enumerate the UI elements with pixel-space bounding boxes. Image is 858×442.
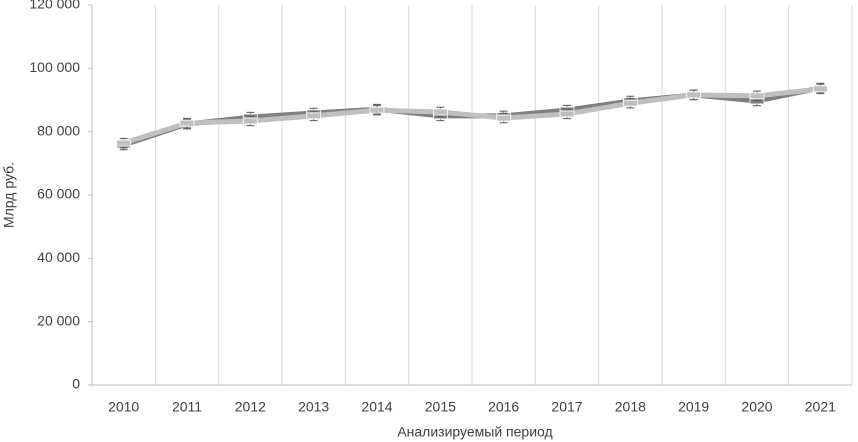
y-tick-label: 40 000: [37, 249, 80, 265]
y-tick-label: 20 000: [37, 312, 80, 328]
y-tick-label: 80 000: [37, 122, 80, 138]
point-marker: [559, 110, 575, 118]
point-marker: [812, 85, 828, 93]
point-marker: [116, 139, 132, 147]
point-marker: [179, 119, 195, 127]
point-marker: [242, 117, 258, 125]
x-axis-label: Анализируемый период: [397, 424, 552, 440]
y-tick-label: 100 000: [29, 59, 80, 75]
x-tick-label: 2018: [615, 399, 646, 415]
x-tick-label: 2014: [361, 399, 392, 415]
x-tick-label: 2010: [108, 399, 139, 415]
point-marker: [306, 112, 322, 120]
point-marker: [369, 106, 385, 114]
y-tick-label: 60 000: [37, 186, 80, 202]
x-tick-label: 2017: [551, 399, 582, 415]
x-tick-label: 2013: [298, 399, 329, 415]
x-tick-label: 2012: [235, 399, 266, 415]
point-marker: [686, 91, 702, 99]
series-line: [122, 86, 821, 146]
point-marker: [622, 99, 638, 107]
y-axis-label: Млрд руб.: [1, 162, 17, 228]
y-tick-label: 0: [72, 376, 80, 392]
point-marker: [432, 108, 448, 116]
x-tick-label: 2016: [488, 399, 519, 415]
x-tick-label: 2021: [805, 399, 836, 415]
point-marker: [496, 114, 512, 122]
x-tick-label: 2019: [678, 399, 709, 415]
x-tick-label: 2020: [741, 399, 772, 415]
y-tick-label: 120 000: [29, 0, 80, 12]
point-marker: [749, 92, 765, 100]
x-tick-label: 2015: [425, 399, 456, 415]
x-tick-label: 2011: [172, 399, 202, 415]
